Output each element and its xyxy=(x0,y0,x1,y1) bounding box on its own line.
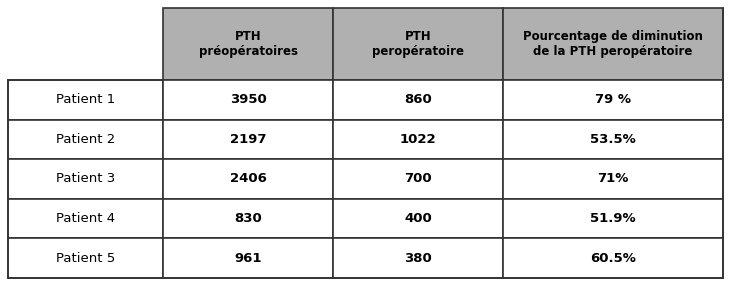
Bar xyxy=(163,8,333,80)
Text: 700: 700 xyxy=(404,172,432,186)
Text: Patient 3: Patient 3 xyxy=(56,172,115,186)
Text: Patient 2: Patient 2 xyxy=(56,133,115,146)
Bar xyxy=(333,8,503,80)
Bar xyxy=(8,239,163,278)
Bar xyxy=(163,199,333,239)
Bar xyxy=(333,199,503,239)
Bar xyxy=(8,8,163,80)
Text: Patient 5: Patient 5 xyxy=(56,252,115,265)
Text: 60.5%: 60.5% xyxy=(590,252,636,265)
Bar xyxy=(8,159,163,199)
Text: 2406: 2406 xyxy=(230,172,266,186)
Bar xyxy=(163,80,333,120)
Text: 71%: 71% xyxy=(597,172,629,186)
Text: 79 %: 79 % xyxy=(595,93,631,106)
Text: 3950: 3950 xyxy=(230,93,266,106)
Bar xyxy=(503,120,723,159)
Bar xyxy=(333,120,503,159)
Text: 380: 380 xyxy=(404,252,432,265)
Bar xyxy=(503,159,723,199)
Bar xyxy=(163,120,333,159)
Bar xyxy=(333,239,503,278)
Text: 830: 830 xyxy=(234,212,262,225)
Bar xyxy=(503,199,723,239)
Bar xyxy=(503,8,723,80)
Bar xyxy=(503,239,723,278)
Text: Patient 4: Patient 4 xyxy=(56,212,115,225)
Bar xyxy=(163,159,333,199)
Bar xyxy=(8,80,163,120)
Bar xyxy=(333,159,503,199)
Text: PTH
peropératoire: PTH peropératoire xyxy=(372,30,464,58)
Bar xyxy=(8,120,163,159)
Text: Patient 1: Patient 1 xyxy=(56,93,115,106)
Text: 51.9%: 51.9% xyxy=(590,212,636,225)
Text: PTH
préopératoires: PTH préopératoires xyxy=(199,30,298,58)
Text: Pourcentage de diminution
de la PTH peropératoire: Pourcentage de diminution de la PTH pero… xyxy=(523,30,703,58)
Text: 860: 860 xyxy=(404,93,432,106)
Text: 400: 400 xyxy=(404,212,432,225)
Text: 1022: 1022 xyxy=(400,133,436,146)
Bar xyxy=(163,239,333,278)
Text: 2197: 2197 xyxy=(230,133,266,146)
Bar xyxy=(8,199,163,239)
Text: 53.5%: 53.5% xyxy=(590,133,636,146)
Bar xyxy=(503,80,723,120)
Bar xyxy=(333,80,503,120)
Text: 961: 961 xyxy=(234,252,262,265)
